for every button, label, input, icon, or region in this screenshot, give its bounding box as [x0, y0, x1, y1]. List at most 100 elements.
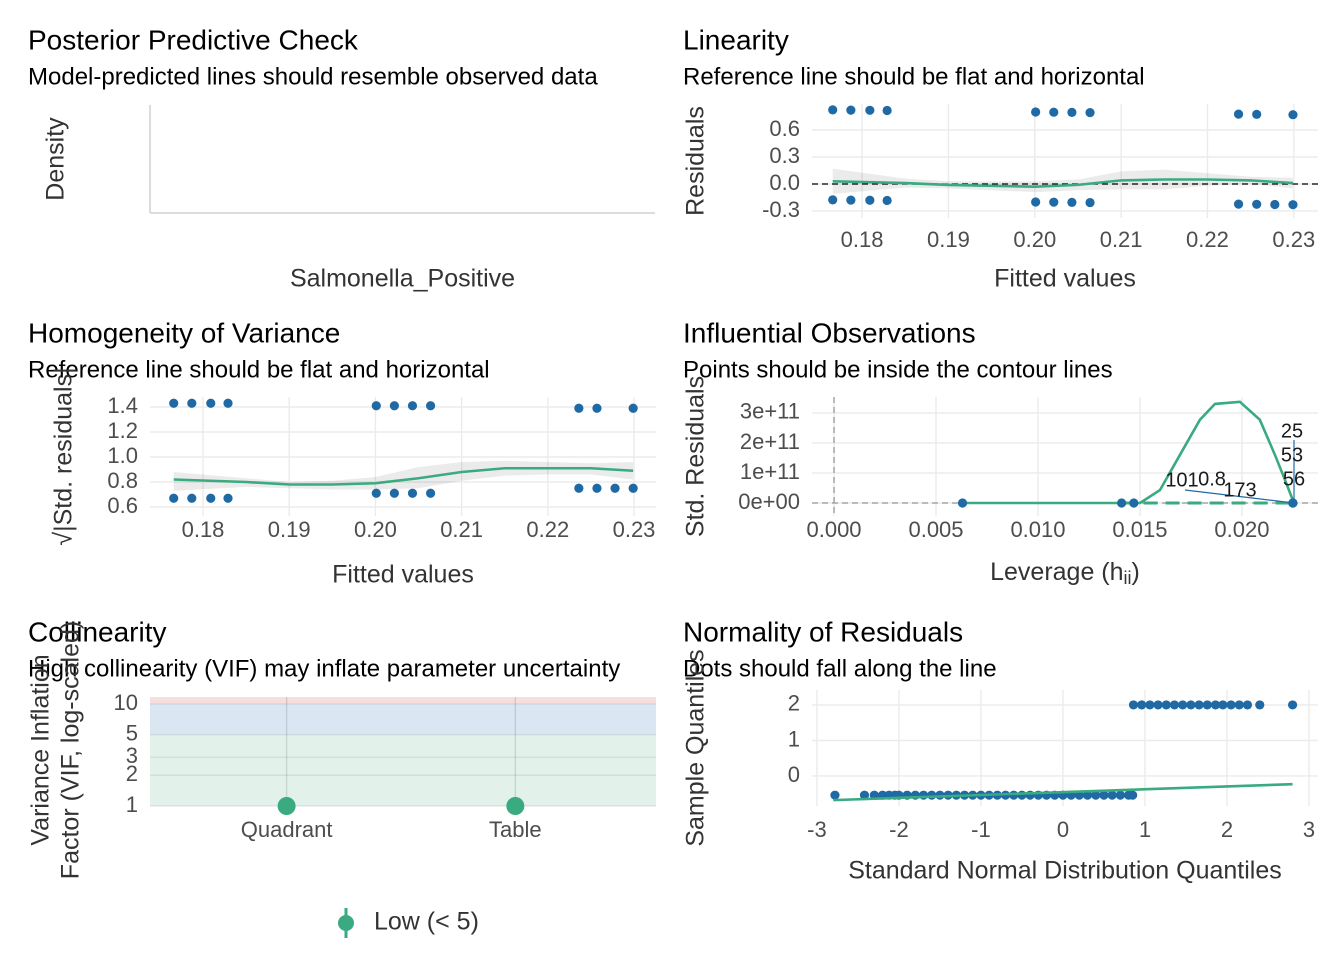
y-tick-label: 0 — [788, 762, 800, 787]
x-tick-label: 0.21 — [440, 517, 483, 542]
y-axis-title: Density — [42, 117, 70, 201]
fit-line — [833, 782, 1293, 802]
data-point — [1107, 790, 1117, 800]
y-tick-label: 1.4 — [107, 393, 138, 418]
data-point — [628, 483, 638, 493]
x-tick-label: 0.20 — [354, 517, 397, 542]
x-tick-label: 0.19 — [268, 517, 311, 542]
data-point — [882, 105, 892, 116]
data-point — [865, 195, 875, 205]
data-point — [206, 398, 216, 408]
x-tick-label: 0.23 — [613, 517, 656, 542]
data-point — [927, 790, 937, 800]
x-tick-label: 0.21 — [1100, 227, 1143, 252]
x-tick-label: -2 — [889, 817, 909, 842]
data-point — [1085, 197, 1095, 208]
data-point — [407, 401, 418, 411]
data-point — [592, 483, 602, 493]
y-tick-label: 2e+11 — [740, 429, 800, 454]
x-tick-label: 1 — [1139, 817, 1151, 842]
x-tick-label: 0.22 — [526, 517, 569, 542]
point-label: 173 — [1223, 479, 1256, 501]
legend-label: Low (< 5) — [374, 908, 479, 936]
x-axis-title-part: Leverage (h — [990, 558, 1123, 586]
data-point — [1202, 700, 1212, 710]
data-point — [1067, 107, 1077, 117]
y-tick-label: 0.8 — [107, 468, 138, 493]
fit-line — [832, 178, 1294, 188]
x-tick-label: 3 — [1303, 817, 1315, 842]
data-point — [425, 401, 436, 411]
x-tick-label: Table — [489, 817, 542, 842]
panel: 1 235 10 Collinearity High collinearity (VIF… — [27, 616, 656, 879]
data-point — [1115, 790, 1125, 800]
y-tick-label: 0e+00 — [738, 489, 800, 514]
data-point — [1129, 498, 1139, 508]
data-point — [1049, 197, 1059, 207]
y-tick-label: -0.3 — [762, 197, 800, 222]
x-tick-label: 0.19 — [927, 227, 970, 252]
point-label: 56 — [1283, 468, 1305, 490]
x-tick-label: 2 — [1221, 817, 1233, 842]
x-axis-title: Salmonella_Positive — [290, 265, 515, 293]
data-point — [1128, 790, 1138, 800]
data-point — [882, 195, 892, 206]
y-tick-label: 1.2 — [107, 418, 138, 443]
data-point — [1153, 700, 1163, 710]
legend-key — [338, 915, 354, 931]
data-point — [1116, 498, 1127, 508]
vif-zone — [150, 697, 656, 704]
data-point — [389, 488, 399, 498]
y-tick-label: 1e+11 — [740, 459, 800, 484]
contour-label: 0.8 — [1198, 468, 1226, 490]
data-point — [1091, 790, 1101, 800]
data-point — [1085, 107, 1095, 118]
panel-subtitle: Points should be inside the contour line… — [683, 356, 1113, 383]
data-point — [407, 488, 418, 498]
data-point — [828, 105, 838, 115]
y-tick-label: 3 — [126, 743, 138, 768]
panel-title: Homogeneity of Variance — [28, 317, 340, 348]
panel-subtitle: Dots should fall along the line — [683, 655, 997, 682]
x-tick-label: 0.18 — [841, 227, 884, 252]
data-point — [1178, 700, 1188, 710]
panel: -0.30.00.30.6 0.18 0.19 0.20 0.21 0.22 0.23 Lin… — [682, 24, 1318, 293]
confidence-band — [832, 168, 1293, 194]
data-point — [371, 488, 381, 498]
data-point — [1210, 700, 1221, 710]
panel: 0 1 2 -3 -2 -1 0 1 2 3 Normality of Residuals Dots … — [682, 616, 1318, 885]
data-point — [1099, 790, 1109, 800]
data-point — [169, 398, 179, 408]
data-point — [957, 498, 968, 508]
x-axis-title-part: ) — [1132, 558, 1140, 586]
data-point — [1288, 110, 1298, 120]
y-axis-title: Factor (VIF, log-scaled) — [57, 621, 85, 879]
data-point — [1255, 700, 1265, 710]
x-axis-title-subscript: ii — [1124, 568, 1132, 588]
panel-title: Normality of Residuals — [683, 616, 963, 647]
x-tick-label: 0.015 — [1112, 517, 1167, 542]
y-tick-label: 0.3 — [769, 143, 800, 168]
y-tick-label: 3e+11 — [740, 399, 800, 424]
data-point — [574, 483, 584, 493]
y-tick-label: 0.0 — [769, 170, 800, 195]
vif-zone — [150, 734, 656, 806]
vif-point — [506, 797, 525, 815]
x-axis-title: Fitted values — [994, 265, 1136, 293]
y-axis-title: Std. Residuals — [682, 376, 710, 537]
data-point — [1233, 199, 1244, 209]
panel: Posterior Predictive Check Model-predicte… — [28, 24, 598, 292]
data-point — [389, 401, 399, 411]
x-axis-title: Fitted values — [332, 561, 474, 589]
panel-title: Collinearity — [28, 616, 167, 647]
x-tick-label: -1 — [971, 817, 991, 842]
data-point — [1226, 700, 1236, 710]
x-axis-title: Leverage (hii) — [990, 558, 1140, 588]
y-axis-title: Sample Quantiles — [682, 649, 710, 846]
x-tick-label: 0.005 — [908, 517, 963, 542]
data-point — [828, 195, 838, 205]
y-axis-title: √|Std. residuals| — [50, 367, 78, 545]
y-tick-label: 2 — [788, 691, 800, 716]
y-tick-label: 0.6 — [107, 493, 138, 518]
data-point — [187, 493, 197, 503]
